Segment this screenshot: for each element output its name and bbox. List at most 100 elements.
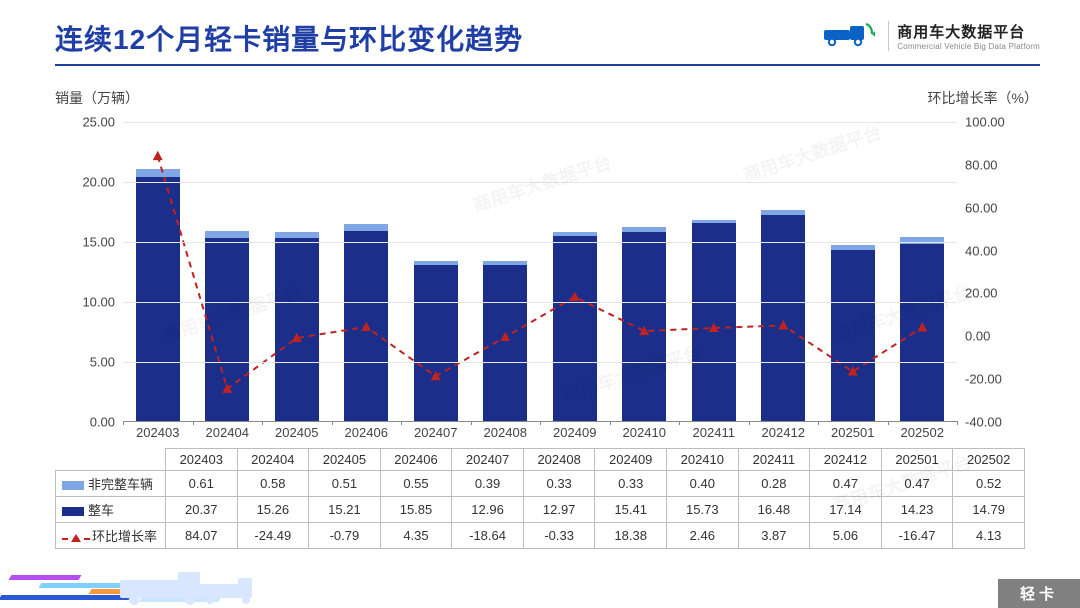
brand-text: 商用车大数据平台 Commercial Vehicle Big Data Pla… <box>897 21 1040 51</box>
x-tick-label: 202412 <box>749 421 819 440</box>
stacked-bar <box>831 245 875 421</box>
bar-slot: 202410 <box>610 122 680 421</box>
x-tick-mark <box>749 421 750 425</box>
x-tick-label: 202502 <box>888 421 958 440</box>
legend-swatch-incomplete-icon <box>62 481 84 490</box>
stacked-bar <box>692 220 736 421</box>
bar-segment-complete <box>136 177 180 421</box>
x-tick-mark <box>401 421 402 425</box>
table-cell: 202410 <box>667 449 739 471</box>
x-tick-mark <box>471 421 472 425</box>
table-cell: 12.97 <box>523 497 595 523</box>
x-tick-label: 202405 <box>262 421 332 440</box>
bar-slot: 202403 <box>123 122 193 421</box>
bar-segment-complete <box>483 265 527 421</box>
title-rule <box>55 64 1040 66</box>
y2-tick-label: 60.00 <box>965 200 1025 215</box>
table-cell: 202502 <box>953 449 1025 471</box>
table-cell: 15.21 <box>309 497 381 523</box>
table-cell: 0.55 <box>380 471 452 497</box>
table-cell: -0.33 <box>523 523 595 549</box>
brand-divider <box>888 21 889 51</box>
y2-tick-label: 40.00 <box>965 243 1025 258</box>
x-tick-label: 202411 <box>679 421 749 440</box>
table-cell: 16.48 <box>738 497 810 523</box>
y1-tick-label: 0.00 <box>55 415 115 430</box>
slide: 连续12个月轻卡销量与环比变化趋势 商用车大数据平台 Commercial Ve… <box>0 0 1080 608</box>
x-tick-label: 202404 <box>193 421 263 440</box>
table-cell: 202405 <box>309 449 381 471</box>
x-tick-mark <box>540 421 541 425</box>
x-tick-label: 202409 <box>540 421 610 440</box>
grid-line <box>123 122 957 123</box>
table-cell: 12.96 <box>452 497 524 523</box>
stacked-bar <box>414 261 458 421</box>
legend-cell: 整车 <box>56 497 166 523</box>
bar-segment-complete <box>205 238 249 421</box>
y1-tick-label: 15.00 <box>55 235 115 250</box>
x-tick-label: 202501 <box>818 421 888 440</box>
y2-tick-label: -40.00 <box>965 415 1025 430</box>
bar-segment-incomplete <box>553 232 597 236</box>
x-tick-label: 202407 <box>401 421 471 440</box>
table-cell: 0.47 <box>810 471 882 497</box>
grid-line <box>123 242 957 243</box>
footer-trucks-icon <box>0 558 260 608</box>
bar-segment-complete <box>761 215 805 421</box>
bar-slot: 202407 <box>401 122 471 421</box>
table-row: 非完整车辆0.610.580.510.550.390.330.330.400.2… <box>56 471 1025 497</box>
bar-slot: 202502 <box>888 122 958 421</box>
table-cell: 202406 <box>380 449 452 471</box>
bar-segment-incomplete <box>205 231 249 238</box>
table-cell: 15.41 <box>595 497 667 523</box>
table-cell: 0.40 <box>667 471 739 497</box>
table-cell: 0.28 <box>738 471 810 497</box>
y2-tick-label: 0.00 <box>965 329 1025 344</box>
legend-swatch-complete-icon <box>62 507 84 516</box>
brand-name-en: Commercial Vehicle Big Data Platform <box>897 42 1040 51</box>
y2-tick-label: 80.00 <box>965 157 1025 172</box>
table-cell: 5.06 <box>810 523 882 549</box>
bar-segment-complete <box>553 236 597 421</box>
y1-tick-label: 20.00 <box>55 175 115 190</box>
bar-slot: 202408 <box>471 122 541 421</box>
bar-segment-incomplete <box>136 169 180 176</box>
bar-slot: 202412 <box>749 122 819 421</box>
table-cell: 202404 <box>237 449 309 471</box>
x-tick-mark <box>610 421 611 425</box>
x-tick-mark <box>193 421 194 425</box>
stacked-bar <box>483 261 527 421</box>
table-cell: 2.46 <box>667 523 739 549</box>
legend-line-mom-icon <box>62 532 90 544</box>
table-row: 环比增长率84.07-24.49-0.794.35-18.64-0.3318.3… <box>56 523 1025 549</box>
stacked-bar <box>622 227 666 421</box>
legend-cell: 非完整车辆 <box>56 471 166 497</box>
header: 连续12个月轻卡销量与环比变化趋势 商用车大数据平台 Commercial Ve… <box>55 18 1040 66</box>
bar-segment-incomplete <box>622 227 666 232</box>
x-tick-mark <box>888 421 889 425</box>
x-tick-label: 202406 <box>332 421 402 440</box>
table-cell: 14.79 <box>953 497 1025 523</box>
data-table: 2024032024042024052024062024072024082024… <box>55 448 1025 549</box>
bar-slot: 202405 <box>262 122 332 421</box>
table-cell: 0.61 <box>165 471 237 497</box>
x-tick-label: 202410 <box>610 421 680 440</box>
stacked-bar <box>275 232 319 421</box>
table-cell: 4.13 <box>953 523 1025 549</box>
bar-segment-incomplete <box>761 210 805 216</box>
grid-line <box>123 362 957 363</box>
table-cell: 84.07 <box>165 523 237 549</box>
table-cell: 0.39 <box>452 471 524 497</box>
brand-logo-icon <box>820 18 880 53</box>
table-row: 整车20.3715.2615.2115.8512.9612.9715.4115.… <box>56 497 1025 523</box>
table-cell: 0.58 <box>237 471 309 497</box>
bar-segment-complete <box>275 238 319 421</box>
bar-slot: 202404 <box>193 122 263 421</box>
x-tick-mark <box>818 421 819 425</box>
bar-segment-incomplete <box>483 261 527 265</box>
x-tick-mark <box>123 421 124 425</box>
bar-segment-complete <box>831 250 875 421</box>
table-cell: 17.14 <box>810 497 882 523</box>
table-cell: 18.38 <box>595 523 667 549</box>
table-cell: 202408 <box>523 449 595 471</box>
